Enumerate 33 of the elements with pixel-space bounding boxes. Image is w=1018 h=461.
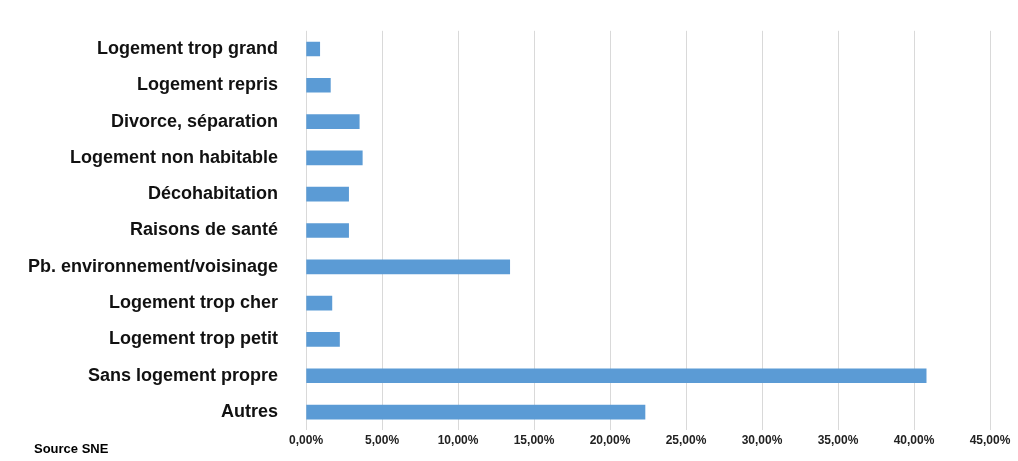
y-tick-label: Divorce, séparation xyxy=(111,110,279,131)
x-tick-label: 40,00% xyxy=(893,432,935,447)
y-tick-label: Autres xyxy=(221,401,279,422)
bar xyxy=(306,332,340,347)
bar xyxy=(306,295,333,311)
bar xyxy=(306,259,511,275)
y-tick-label: Pb. environnement/voisinage xyxy=(28,255,279,276)
y-tick-label: Logement trop grand xyxy=(97,37,279,58)
y-tick-label: Logement repris xyxy=(137,74,279,95)
y-tick-label: Raisons de santé xyxy=(130,219,279,240)
bar xyxy=(306,77,331,93)
bar xyxy=(306,368,927,384)
x-tick-label: 30,00% xyxy=(741,432,783,447)
bar xyxy=(306,41,321,57)
y-tick-label: Logement trop petit xyxy=(109,328,279,349)
y-tick-label: Logement trop cher xyxy=(109,292,279,313)
y-tick-label: Sans logement propre xyxy=(88,364,279,385)
bar xyxy=(306,404,646,420)
x-tick-label: 35,00% xyxy=(817,432,859,447)
x-tick-label: 10,00% xyxy=(437,432,479,447)
source-note: Source SNE xyxy=(34,441,109,456)
bar xyxy=(306,223,349,238)
bar xyxy=(306,186,349,202)
x-tick-label: 0,00% xyxy=(289,432,324,447)
bar xyxy=(306,114,360,129)
x-tick-label: 25,00% xyxy=(665,432,707,447)
y-tick-label: Décohabitation xyxy=(148,183,279,204)
x-tick-label: 5,00% xyxy=(365,432,400,447)
x-tick-label: 45,00% xyxy=(969,432,1011,447)
x-tick-label: 20,00% xyxy=(589,432,631,447)
y-tick-label: Logement non habitable xyxy=(70,146,279,167)
x-tick-label: 15,00% xyxy=(513,432,555,447)
bar xyxy=(306,150,363,166)
